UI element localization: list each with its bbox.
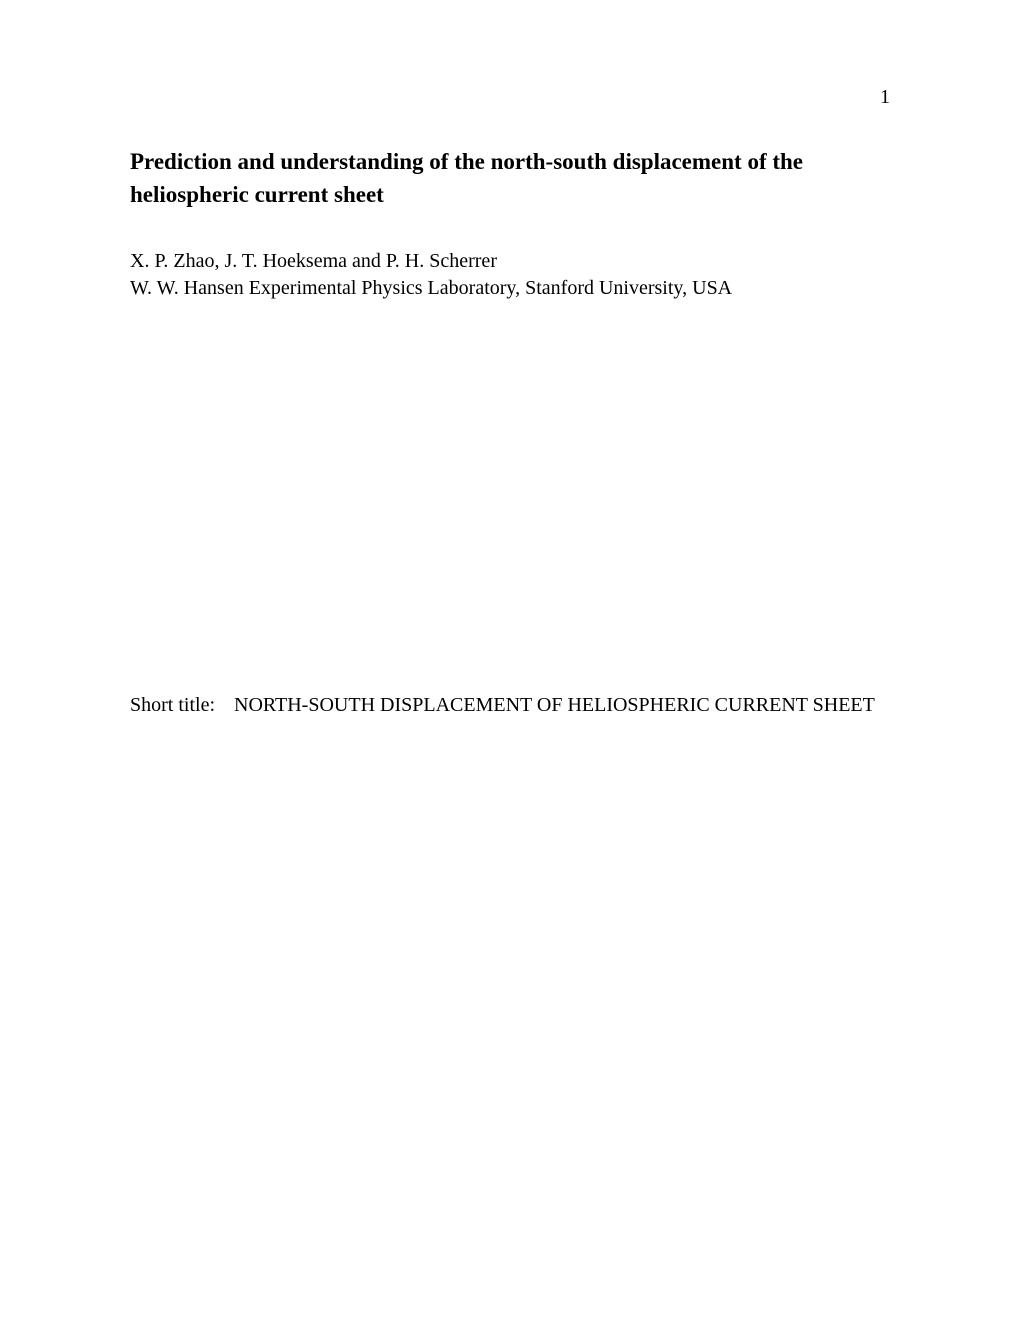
short-title-block: Short title: NORTH-SOUTH DISPLACEMENT OF… xyxy=(130,694,890,717)
short-title-text: NORTH-SOUTH DISPLACEMENT OF HELIOSPHERIC… xyxy=(234,694,875,716)
page-number: 1 xyxy=(880,86,890,109)
paper-title: Prediction and understanding of the nort… xyxy=(130,145,890,212)
paper-affiliation: W. W. Hansen Experimental Physics Labora… xyxy=(130,275,890,302)
paper-authors: X. P. Zhao, J. T. Hoeksema and P. H. Sch… xyxy=(130,248,890,275)
paper-header: Prediction and understanding of the nort… xyxy=(130,145,890,302)
short-title-label: Short title: xyxy=(130,694,215,716)
